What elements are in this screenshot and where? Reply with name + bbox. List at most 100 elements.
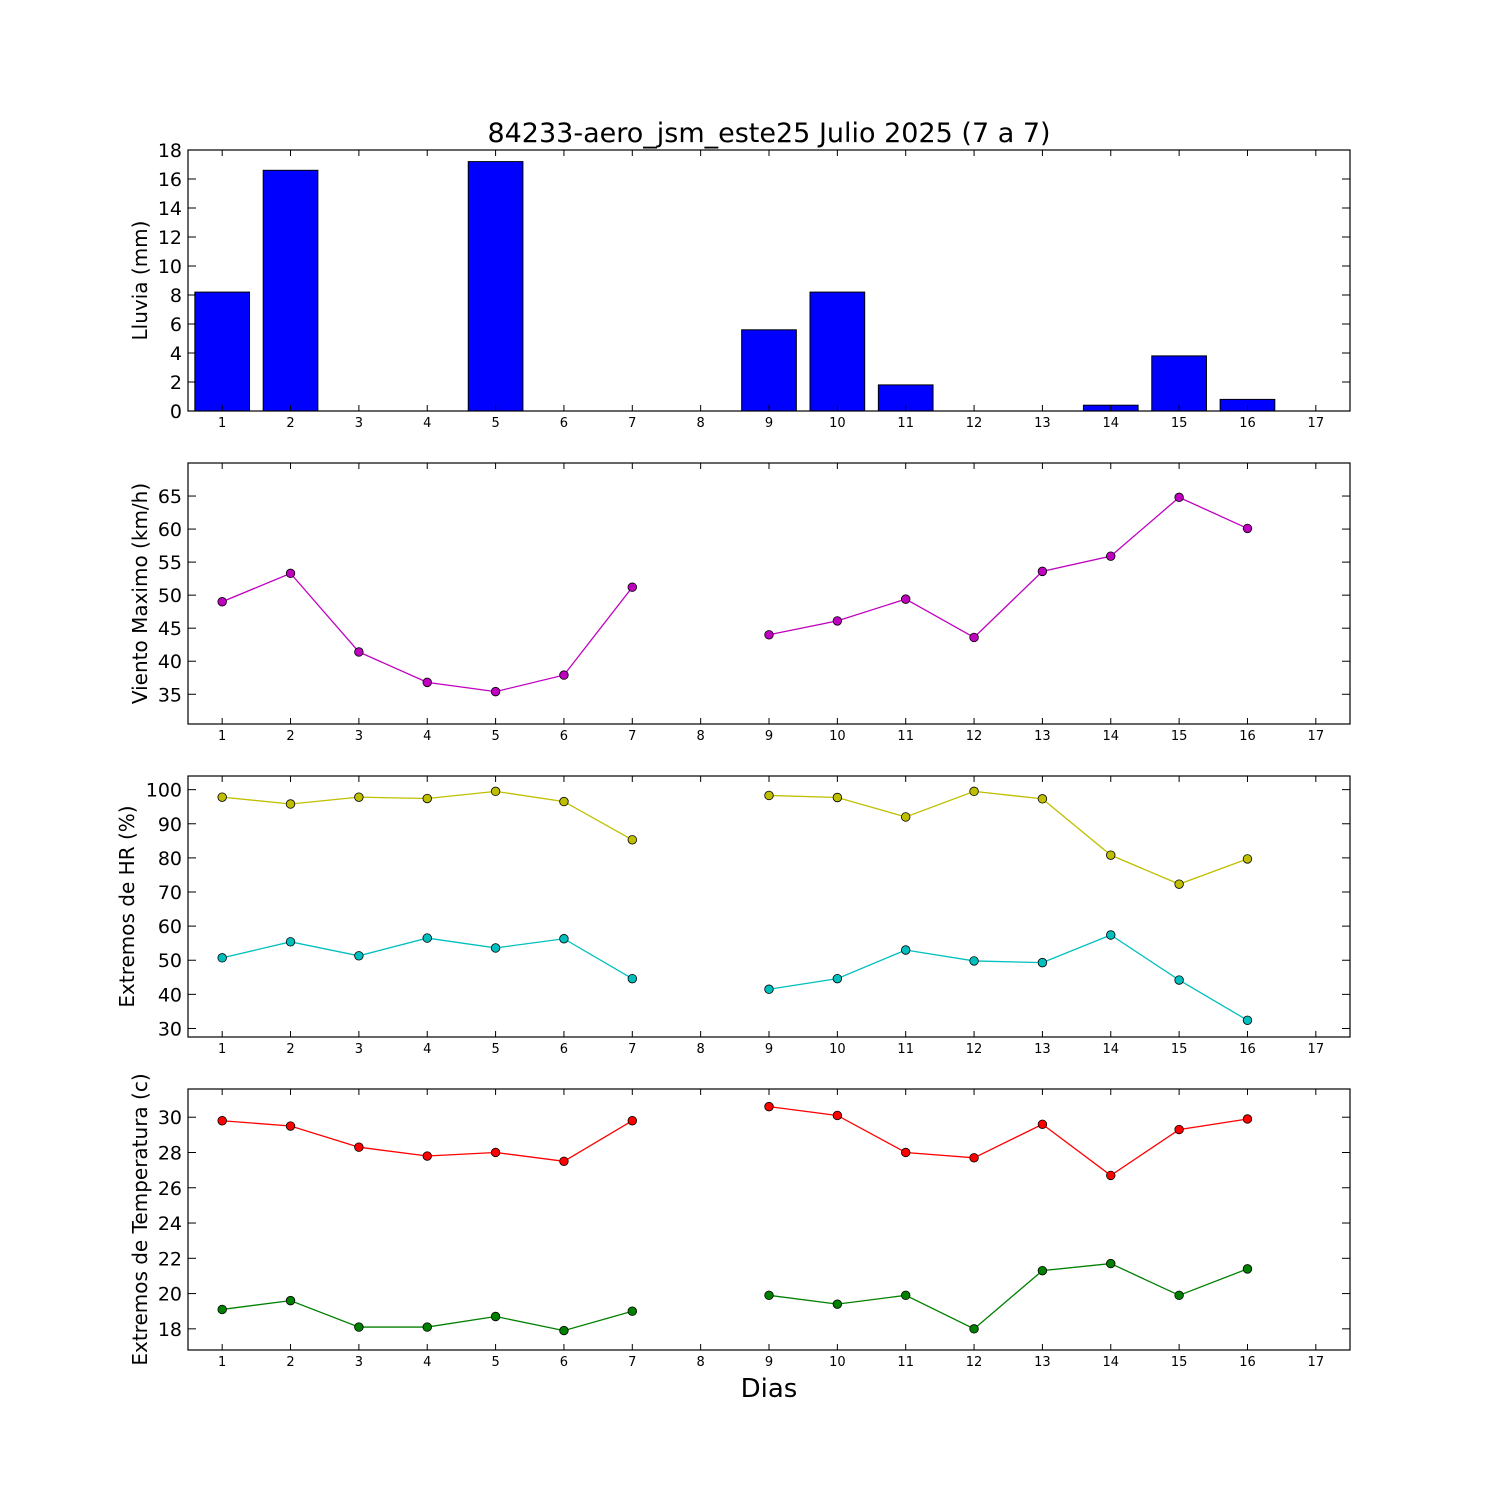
x-tick-label: 9 — [765, 1355, 773, 1370]
series-0-line-1 — [768, 1105, 1248, 1177]
x-tick-label: 13 — [1034, 416, 1051, 431]
series-1-point-day-12 — [969, 1324, 979, 1334]
x-tick-label: 5 — [491, 416, 499, 431]
series-0-point-day-1 — [217, 597, 227, 607]
panel-rain: 1 2 3 4 5 6 7 8 9 10 11 12 13 14 15 16 17024681012141618… — [128, 140, 1351, 431]
panel-temp: 1 2 3 4 5 6 7 8 9 10 11 12 13 14 15 16 1718202224262830E… — [128, 1073, 1351, 1370]
series-1-point-day-10 — [832, 973, 843, 984]
y-tick-label: 65 — [158, 486, 182, 508]
series-0-point-day-12 — [969, 1153, 979, 1163]
x-tick-label: 8 — [697, 729, 705, 744]
series-1-point-day-4 — [422, 933, 432, 943]
series-0-point-day-5 — [490, 1147, 501, 1158]
x-tick-label: 8 — [697, 1042, 705, 1057]
x-tick-label: 9 — [765, 1042, 773, 1057]
series-0-point-day-4 — [422, 793, 432, 804]
x-tick-label: 1 — [218, 416, 226, 431]
y-axis-label-temp: Extremos de Temperatura (c) — [128, 1073, 152, 1365]
series-0-point-day-10 — [832, 616, 843, 626]
series-0-point-day-10 — [832, 792, 843, 803]
series-1-point-day-1 — [217, 953, 227, 963]
y-tick-label: 16 — [158, 169, 182, 191]
y-tick-label: 70 — [158, 882, 182, 904]
y-tick-label: 45 — [158, 618, 182, 640]
x-tick-label: 8 — [697, 1355, 705, 1370]
x-tick-label: 12 — [966, 1042, 983, 1057]
x-tick-label: 2 — [286, 729, 294, 744]
x-tick-label: 14 — [1102, 416, 1119, 431]
x-tick-label: 14 — [1102, 1042, 1119, 1057]
y-tick-label: 18 — [158, 140, 182, 162]
x-tick-label: 2 — [286, 1355, 294, 1370]
series-0-point-day-13 — [1037, 794, 1048, 804]
y-tick-label: 90 — [158, 814, 182, 836]
series-0-point-day-15 — [1174, 879, 1184, 889]
series-0-point-day-11 — [901, 812, 911, 822]
series-1-point-day-1 — [217, 1304, 227, 1315]
y-axis-label-rain: Lluvia (mm) — [128, 221, 152, 341]
x-tick-label: 17 — [1308, 1042, 1325, 1057]
y-tick-label: 35 — [158, 684, 182, 706]
y-tick-label: 55 — [158, 552, 182, 574]
series-0-point-day-7 — [627, 582, 637, 592]
x-tick-label: 6 — [560, 729, 568, 744]
series-1-point-day-5 — [490, 1311, 501, 1322]
series-0-line-1 — [768, 790, 1248, 885]
series-1-point-day-3 — [354, 1322, 364, 1332]
x-tick-label: 5 — [491, 729, 499, 744]
x-tick-label: 9 — [765, 729, 773, 744]
x-tick-label: 3 — [355, 1355, 363, 1370]
x-tick-label: 12 — [966, 729, 983, 744]
series-0-point-day-7 — [627, 1116, 637, 1126]
y-tick-label: 26 — [158, 1178, 182, 1200]
y-tick-label: 14 — [158, 198, 182, 220]
series-0-point-day-10 — [832, 1110, 843, 1121]
bar-day-15 — [1151, 355, 1207, 412]
y-tick-label: 40 — [158, 651, 182, 673]
series-0-point-day-7 — [627, 835, 637, 845]
panel-hr: 1 2 3 4 5 6 7 8 9 10 11 12 13 14 15 16 17304050607080901… — [115, 775, 1351, 1057]
x-tick-label: 17 — [1308, 416, 1325, 431]
series-0-point-day-12 — [969, 786, 979, 797]
x-tick-label: 8 — [697, 416, 705, 431]
axes-frame-hr — [187, 775, 1351, 1038]
chart-title: 84233-aero_jsm_este25 Julio 2025 (7 a 7) — [487, 118, 1050, 149]
series-0-point-day-2 — [285, 799, 296, 809]
series-1-point-day-14 — [1106, 930, 1116, 940]
series-1-point-day-13 — [1037, 1265, 1048, 1276]
y-tick-label: 30 — [158, 1018, 182, 1040]
series-0-point-day-6 — [559, 1156, 569, 1167]
x-tick-label: 11 — [897, 1042, 914, 1057]
series-1-point-day-13 — [1037, 957, 1048, 968]
bar-day-5 — [467, 161, 524, 412]
x-tick-label: 7 — [628, 1355, 636, 1370]
x-tick-label: 16 — [1239, 1042, 1256, 1057]
x-tick-label: 1 — [218, 729, 226, 744]
series-1-point-day-9 — [764, 984, 774, 994]
y-axis-label-hr: Extremos de HR (%) — [115, 805, 139, 1007]
x-tick-label: 10 — [829, 1042, 846, 1057]
y-tick-label: 40 — [158, 984, 182, 1006]
x-tick-label: 16 — [1239, 1355, 1256, 1370]
series-1-point-day-6 — [559, 934, 569, 944]
y-tick-label: 6 — [170, 314, 182, 336]
series-0-point-day-5 — [490, 686, 501, 697]
x-tick-label: 1 — [218, 1355, 226, 1370]
bar-day-1 — [194, 291, 251, 412]
series-0-point-day-4 — [422, 1151, 432, 1161]
x-tick-label: 6 — [560, 1355, 568, 1370]
x-tick-label: 11 — [897, 1355, 914, 1370]
series-0-line-0 — [221, 572, 633, 693]
bar-day-9 — [741, 329, 797, 412]
series-1-point-day-15 — [1174, 1290, 1184, 1301]
y-tick-label: 12 — [158, 227, 182, 249]
series-0-point-day-3 — [354, 1142, 364, 1152]
series-1-point-day-2 — [285, 1295, 296, 1306]
series-0-point-day-4 — [422, 677, 432, 688]
y-tick-label: 20 — [158, 1284, 182, 1306]
series-0-point-day-6 — [559, 670, 569, 680]
series-0-point-day-3 — [354, 647, 364, 657]
series-1-point-day-6 — [559, 1325, 569, 1336]
series-1-line-1 — [768, 934, 1248, 1021]
